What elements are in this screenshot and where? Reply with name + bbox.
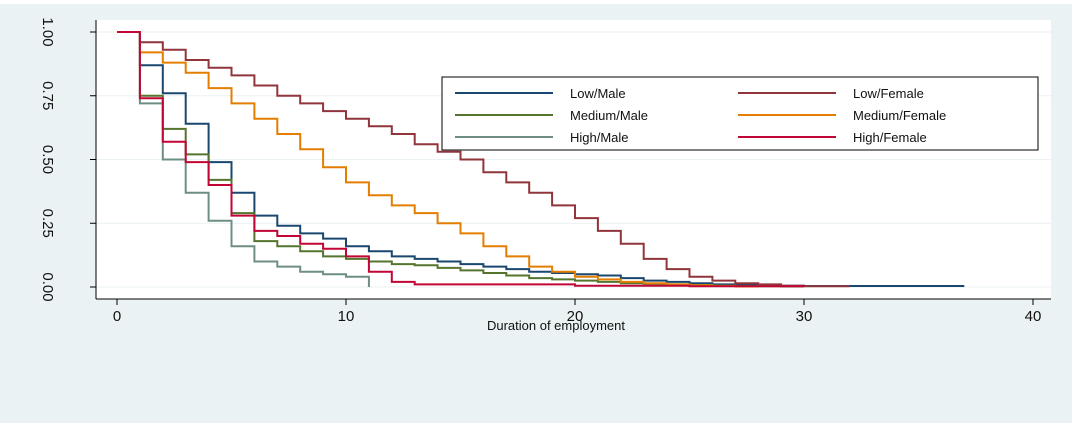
y-tick-label-1: 0.25 [39, 209, 56, 238]
series-layer [117, 31, 965, 288]
series-line-medium-female [117, 31, 759, 288]
x-tick-label-2: 20 [567, 308, 584, 325]
legend-box [441, 76, 1039, 151]
legend-label-1: Low/Female [853, 86, 924, 101]
legend-label-3: Medium/Female [853, 108, 946, 123]
x-tick-label-4: 40 [1025, 308, 1042, 325]
x-axis-title: Duration of employment [487, 318, 625, 333]
legend-label-0: Low/Male [570, 86, 626, 101]
y-tick-label-3: 0.75 [39, 81, 56, 110]
legend-label-4: High/Male [570, 130, 629, 145]
series-line-low-female [117, 31, 850, 288]
x-tick-label-1: 10 [338, 308, 355, 325]
legend-label-2: Medium/Male [570, 108, 648, 123]
y-tick-label-0: 0.00 [39, 272, 56, 301]
axes-layer: 0.00 0.25 0.50 0.75 1.00 0 10 20 30 40 [39, 17, 1051, 325]
legend-label-5: High/Female [853, 130, 927, 145]
x-tick-label-0: 0 [113, 308, 121, 325]
x-tick-label-3: 30 [796, 308, 813, 325]
top-border [0, 0, 1072, 4]
legend: Low/Male Low/Female Medium/Male Medium/Fema… [441, 76, 1039, 151]
series-line-low-male [117, 31, 965, 287]
series-line-high-female [117, 31, 805, 288]
y-tick-label-2: 0.50 [39, 145, 56, 174]
y-tick-label-4: 1.00 [39, 17, 56, 46]
